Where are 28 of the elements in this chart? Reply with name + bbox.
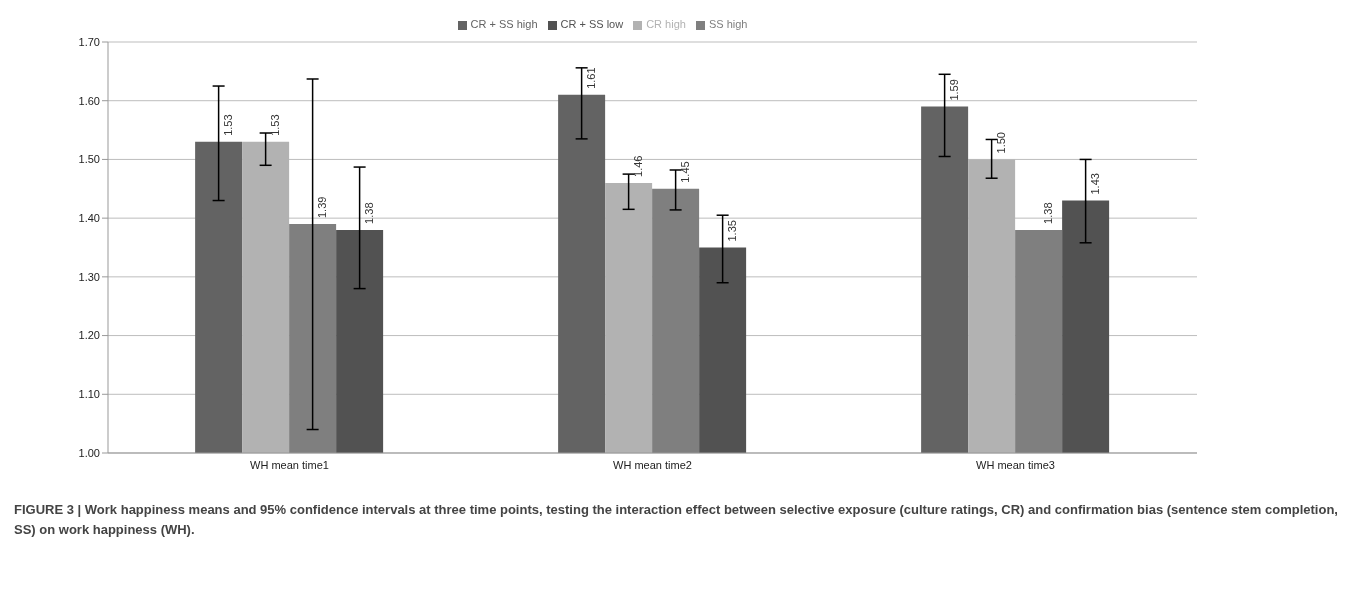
data-label: 1.38 bbox=[362, 202, 375, 224]
y-tick-label: 1.10 bbox=[78, 388, 100, 401]
legend-label: SS high bbox=[708, 18, 748, 30]
y-tick-label: 1.70 bbox=[78, 35, 100, 48]
legend-label: CR high bbox=[646, 18, 686, 30]
data-label: 1.50 bbox=[994, 132, 1007, 154]
data-label: 1.53 bbox=[268, 114, 281, 136]
text: FIGURE 3 | Work happiness means and 95% confidence intervals at three time points, testing the interaction effect between selective exposure (culture ratings, CR) and confirmation bias (sentence stem completion, SS) on work happiness (WH). bbox=[13, 501, 1339, 539]
data-label: 1.59 bbox=[947, 79, 960, 101]
data-label: 1.53 bbox=[221, 114, 234, 136]
data-label: 1.45 bbox=[678, 161, 691, 183]
x-tick-label: WH mean time3 bbox=[976, 458, 1055, 471]
data-label: 1.39 bbox=[315, 196, 328, 219]
data-label: 1.35 bbox=[725, 220, 738, 242]
x-tick-label: WH mean time2 bbox=[613, 458, 692, 471]
y-tick-label: 1.50 bbox=[78, 153, 100, 166]
legend-label: CR + SS high bbox=[470, 18, 538, 30]
y-tick-label: 1.20 bbox=[78, 329, 100, 342]
y-tick-label: 1.30 bbox=[78, 270, 100, 283]
x-tick-label: WH mean time1 bbox=[250, 458, 329, 471]
y-tick-label: 1.00 bbox=[78, 446, 100, 459]
y-tick-label: 1.40 bbox=[78, 212, 100, 225]
data-label: 1.43 bbox=[1088, 173, 1101, 195]
y-tick-label: 1.60 bbox=[78, 94, 100, 107]
legend-label: CR + SS low bbox=[560, 18, 624, 30]
data-label: 1.61 bbox=[584, 67, 597, 89]
data-label: 1.46 bbox=[631, 155, 644, 177]
data-label: 1.38 bbox=[1041, 202, 1054, 224]
